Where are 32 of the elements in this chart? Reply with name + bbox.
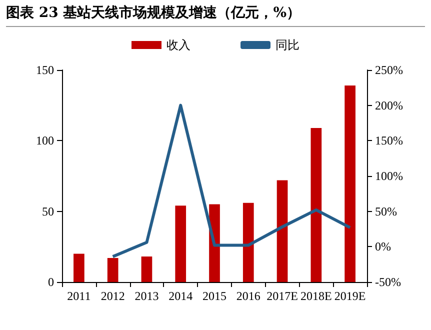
- x-tick-label: 2017E: [266, 289, 298, 303]
- y2-tick-label: -50%: [375, 275, 401, 289]
- y2-tick-label: 0%: [375, 240, 391, 254]
- x-tick-label: 2015: [202, 289, 226, 303]
- x-tick-label: 2011: [67, 289, 91, 303]
- y-tick-label: 100: [36, 134, 54, 148]
- bar: [276, 180, 288, 282]
- chart-title: 图表 23 基站天线市场规模及增速（亿元，%）: [6, 4, 425, 27]
- y-tick-label: 0: [48, 275, 54, 289]
- x-tick-label: 2014: [168, 289, 193, 303]
- bar: [107, 258, 118, 282]
- bar: [242, 202, 254, 282]
- x-tick-label: 2016: [236, 289, 260, 303]
- legend-label: 同比: [276, 38, 300, 52]
- legend-label: 收入: [166, 38, 190, 52]
- y2-tick-label: 200%: [375, 98, 403, 112]
- y-tick-label: 50: [42, 204, 54, 218]
- line-series: [111, 104, 352, 258]
- bar: [175, 206, 186, 282]
- y2-tick-label: 100%: [375, 169, 403, 183]
- y2-tick-label: 250%: [375, 63, 403, 77]
- x-tick-label: 2012: [100, 289, 125, 303]
- bar: [141, 256, 152, 282]
- y2-tick-label: 50%: [375, 204, 397, 218]
- bar: [310, 128, 322, 282]
- x-tick-label: 2013: [134, 289, 159, 303]
- x-tick-label: 2018E: [300, 289, 332, 303]
- y-tick-label: 150: [36, 63, 54, 77]
- bar: [344, 86, 356, 282]
- y2-tick-label: 150%: [375, 134, 403, 148]
- bar: [74, 254, 84, 282]
- x-tick-label: 2019E: [334, 289, 366, 303]
